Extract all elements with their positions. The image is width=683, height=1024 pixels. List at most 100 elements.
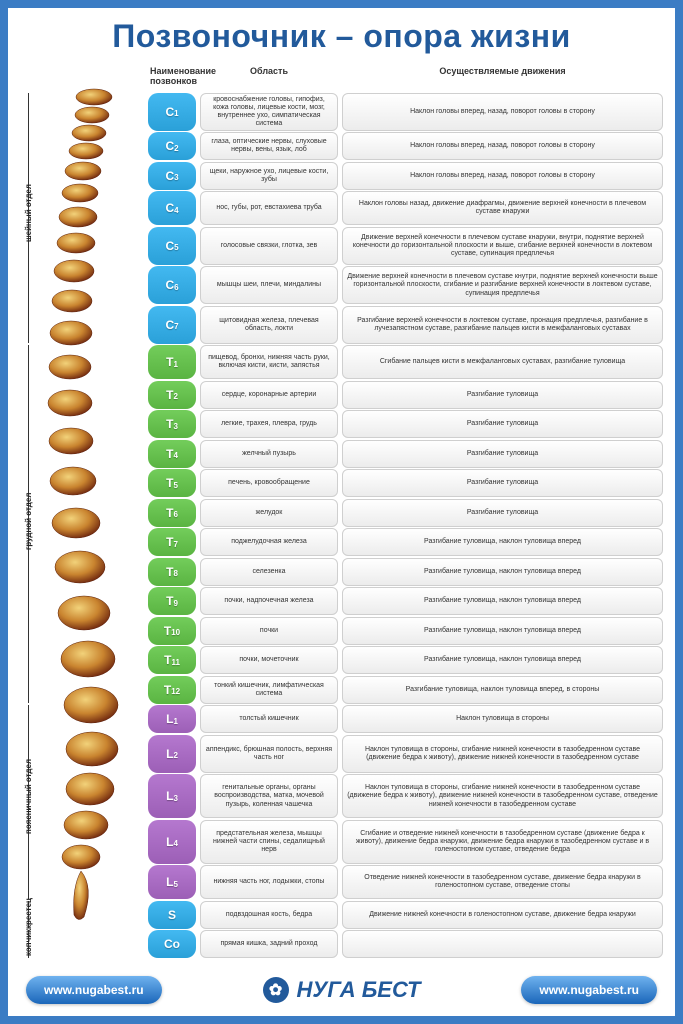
header-move: Осуществляемые движения bbox=[342, 63, 663, 89]
movement-cell: Движение верхней конечности в плечевом с… bbox=[342, 266, 663, 304]
area-cell: нос, губы, рот, евстахиева труба bbox=[200, 191, 338, 225]
movement-cell: Наклон головы вперед, назад, поворот гол… bbox=[342, 132, 663, 160]
table-row: T10почкиРазгибание туловища, наклон туло… bbox=[148, 617, 663, 645]
area-cell: предстательная железа, мышцы нижней част… bbox=[200, 820, 338, 864]
footer-url-right[interactable]: www.nugabest.ru bbox=[521, 976, 657, 1004]
table-row: T8селезенкаРазгибание туловища, наклон т… bbox=[148, 558, 663, 586]
area-cell: поджелудочная железа bbox=[200, 528, 338, 556]
content-area: шейный отделгрудной отделпоясничный отде… bbox=[8, 63, 675, 966]
page-title: Позвоночник – опора жизни bbox=[8, 8, 675, 63]
section-labels: шейный отделгрудной отделпоясничный отде… bbox=[14, 93, 36, 933]
movement-cell: Разгибание туловища, наклон туловища впе… bbox=[342, 646, 663, 674]
poster-frame: Позвоночник – опора жизни bbox=[0, 0, 683, 1024]
table-row: T11почки, мочеточникРазгибание туловища,… bbox=[148, 646, 663, 674]
movement-cell: Наклон туловища в стороны bbox=[342, 705, 663, 733]
area-cell: почки, надпочечная железа bbox=[200, 587, 338, 615]
movement-cell: Разгибание туловища, наклон туловища впе… bbox=[342, 558, 663, 586]
movement-cell: Отведение нижней конечности в тазобедрен… bbox=[342, 865, 663, 899]
vertebra-label: T4 bbox=[148, 440, 196, 468]
table-row: T7поджелудочная железаРазгибание туловищ… bbox=[148, 528, 663, 556]
table-row: Sподвздошная кость, бедраДвижение нижней… bbox=[148, 901, 663, 929]
area-cell: почки, мочеточник bbox=[200, 646, 338, 674]
movement-cell: Наклон головы вперед, назад, поворот гол… bbox=[342, 93, 663, 131]
area-cell: почки bbox=[200, 617, 338, 645]
header-area: Область bbox=[200, 63, 338, 89]
table-row: C3щеки, наружное ухо, лицевые кости, зуб… bbox=[148, 162, 663, 190]
table-row: C5голосовые связки, глотка, зевДвижение … bbox=[148, 227, 663, 265]
table-row: C7щитовидная железа, плечевая область, л… bbox=[148, 306, 663, 344]
area-cell: кровоснабжение головы, гипофиз, кожа гол… bbox=[200, 93, 338, 131]
vertebra-label: C5 bbox=[148, 227, 196, 265]
table-row: C6мышцы шеи, плечи, миндалиныДвижение ве… bbox=[148, 266, 663, 304]
movement-cell: Разгибание туловища bbox=[342, 499, 663, 527]
table-row: L2аппендикс, брюшная полость, верхняя ча… bbox=[148, 735, 663, 773]
vertebra-label: Co bbox=[148, 930, 196, 958]
brand-name: НУГА БЕСТ bbox=[297, 977, 421, 1003]
movement-cell: Сгибание и отведение нижней конечности в… bbox=[342, 820, 663, 864]
section-label: поясничный отдел bbox=[24, 759, 33, 834]
table-row: Coпрямая кишка, задний проход bbox=[148, 930, 663, 958]
vertebra-label: T6 bbox=[148, 499, 196, 527]
vertebra-label: L2 bbox=[148, 735, 196, 773]
area-cell: глаза, оптические нервы, слуховые нервы,… bbox=[200, 132, 338, 160]
vertebra-label: L3 bbox=[148, 774, 196, 818]
brand: ✿ НУГА БЕСТ bbox=[263, 977, 421, 1003]
area-cell: прямая кишка, задний проход bbox=[200, 930, 338, 958]
area-cell: сердце, коронарные артерии bbox=[200, 381, 338, 409]
section-label: копчик bbox=[24, 929, 33, 956]
table-row: C1кровоснабжение головы, гипофиз, кожа г… bbox=[148, 93, 663, 131]
vertebra-label: L4 bbox=[148, 820, 196, 864]
section-label: шейный отдел bbox=[24, 184, 33, 242]
table-row: C4нос, губы, рот, евстахиева трубаНаклон… bbox=[148, 191, 663, 225]
table-rows: C1кровоснабжение головы, гипофиз, кожа г… bbox=[148, 93, 663, 966]
table-row: L4предстательная железа, мышцы нижней ча… bbox=[148, 820, 663, 864]
table-row: L3генитальные органы, органы воспроизвод… bbox=[148, 774, 663, 818]
movement-cell: Наклон туловища в стороны, сгибание нижн… bbox=[342, 774, 663, 818]
area-cell: щеки, наружное ухо, лицевые кости, зубы bbox=[200, 162, 338, 190]
vertebra-label: C1 bbox=[148, 93, 196, 131]
table-headers: Наименование позвонков Область Осуществл… bbox=[148, 63, 663, 89]
vertebra-label: T5 bbox=[148, 469, 196, 497]
table-row: L5нижняя часть ног, лодыжки, стопыОтведе… bbox=[148, 865, 663, 899]
movement-cell: Разгибание туловища bbox=[342, 469, 663, 497]
vertebra-label: C3 bbox=[148, 162, 196, 190]
footer-url-left[interactable]: www.nugabest.ru bbox=[26, 976, 162, 1004]
vertebra-label: T1 bbox=[148, 345, 196, 379]
table-row: T2сердце, коронарные артерииРазгибание т… bbox=[148, 381, 663, 409]
movement-cell bbox=[342, 930, 663, 958]
movement-cell: Разгибание туловища, наклон туловища впе… bbox=[342, 617, 663, 645]
table-row: T6желудокРазгибание туловища bbox=[148, 499, 663, 527]
area-cell: подвздошная кость, бедра bbox=[200, 901, 338, 929]
vertebra-label: T8 bbox=[148, 558, 196, 586]
vertebra-label: T10 bbox=[148, 617, 196, 645]
table-row: T12тонкий кишечник, лимфатическая систем… bbox=[148, 676, 663, 704]
vertebra-label: S bbox=[148, 901, 196, 929]
area-cell: селезенка bbox=[200, 558, 338, 586]
movement-cell: Движение верхней конечности в плечевом с… bbox=[342, 227, 663, 265]
movement-cell: Разгибание туловища bbox=[342, 440, 663, 468]
vertebra-label: C2 bbox=[148, 132, 196, 160]
vertebra-label: L5 bbox=[148, 865, 196, 899]
area-cell: голосовые связки, глотка, зев bbox=[200, 227, 338, 265]
movement-cell: Разгибание туловища, наклон туловища впе… bbox=[342, 587, 663, 615]
vertebra-label: L1 bbox=[148, 705, 196, 733]
area-cell: легкие, трахея, плевра, грудь bbox=[200, 410, 338, 438]
table-row: T1пищевод, бронхи, нижняя часть руки, вк… bbox=[148, 345, 663, 379]
vertebra-label: C6 bbox=[148, 266, 196, 304]
spine-column: шейный отделгрудной отделпоясничный отде… bbox=[14, 63, 144, 966]
area-cell: толстый кишечник bbox=[200, 705, 338, 733]
vertebra-label: T12 bbox=[148, 676, 196, 704]
movement-cell: Наклон головы назад, движение диафрагмы,… bbox=[342, 191, 663, 225]
spine-illustration bbox=[34, 87, 144, 927]
area-cell: нижняя часть ног, лодыжки, стопы bbox=[200, 865, 338, 899]
vertebra-table: Наименование позвонков Область Осуществл… bbox=[148, 63, 663, 966]
section-label: крестец bbox=[24, 898, 33, 929]
table-row: L1толстый кишечникНаклон туловища в стор… bbox=[148, 705, 663, 733]
footer: www.nugabest.ru ✿ НУГА БЕСТ www.nugabest… bbox=[8, 966, 675, 1016]
area-cell: щитовидная железа, плечевая область, лок… bbox=[200, 306, 338, 344]
area-cell: желчный пузырь bbox=[200, 440, 338, 468]
movement-cell: Наклон туловища в стороны, сгибание нижн… bbox=[342, 735, 663, 773]
vertebra-label: T9 bbox=[148, 587, 196, 615]
table-row: T9почки, надпочечная железаРазгибание ту… bbox=[148, 587, 663, 615]
vertebra-label: T2 bbox=[148, 381, 196, 409]
